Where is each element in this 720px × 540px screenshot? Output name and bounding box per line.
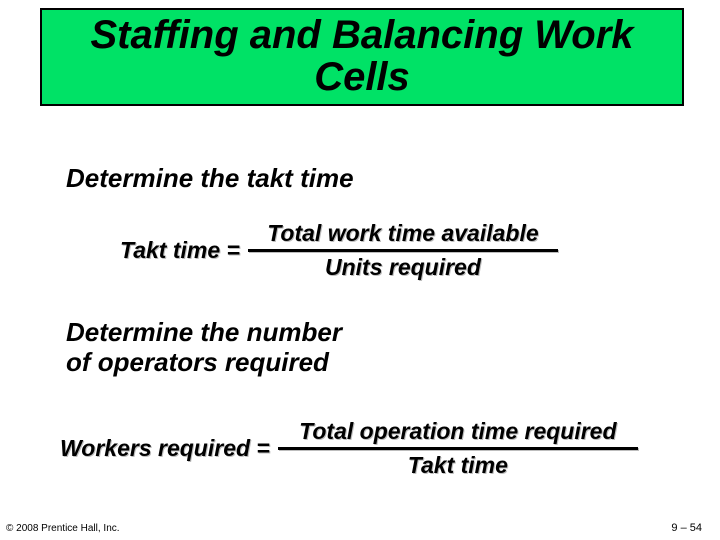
- formula-workers: Workers required = Total operation time …: [60, 418, 638, 479]
- fraction-line: [248, 249, 558, 252]
- formula-takt-time: Takt time = Total work time available Un…: [120, 220, 558, 281]
- slide-title-text: Staffing and Balancing Work Cells: [90, 13, 633, 99]
- formula-workers-denominator: Takt time: [408, 452, 508, 479]
- formula-workers-numerator: Total operation time required: [299, 418, 616, 445]
- formula-takt-denominator: Units required: [325, 254, 481, 281]
- formula-takt-lhs: Takt time =: [120, 237, 240, 264]
- formula-takt-numerator: Total work time available: [267, 220, 538, 247]
- subtitle-operators-line1: Determine the number: [66, 317, 342, 347]
- fraction-line: [278, 447, 638, 450]
- subtitle-takt-time: Determine the takt time: [66, 163, 354, 194]
- formula-takt-fraction: Total work time available Units required: [248, 220, 558, 281]
- footer-page-number: 9 – 54: [671, 522, 702, 534]
- footer-copyright: © 2008 Prentice Hall, Inc.: [6, 523, 120, 534]
- formula-workers-lhs: Workers required =: [60, 435, 270, 462]
- slide-title-box: Staffing and Balancing Work Cells: [40, 8, 684, 106]
- subtitle-takt-time-text: Determine the takt time: [66, 163, 354, 193]
- formula-workers-fraction: Total operation time required Takt time: [278, 418, 638, 479]
- subtitle-operators-line2: of operators required: [66, 347, 329, 377]
- subtitle-operators: Determine the number of operators requir…: [66, 318, 342, 378]
